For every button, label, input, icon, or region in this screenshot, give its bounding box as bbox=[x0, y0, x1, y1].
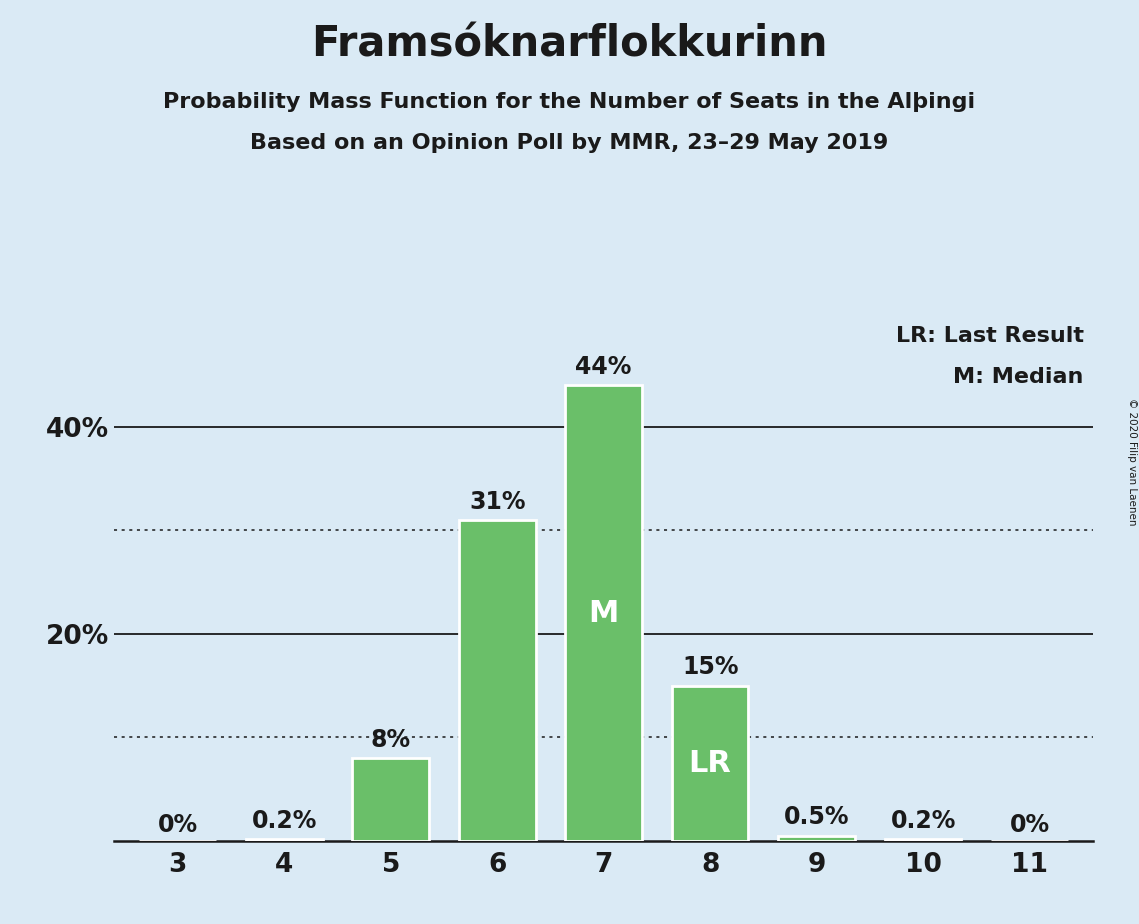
Text: 44%: 44% bbox=[575, 356, 632, 379]
Text: 31%: 31% bbox=[469, 490, 525, 514]
Text: LR: LR bbox=[689, 748, 731, 778]
Text: 8%: 8% bbox=[370, 728, 411, 752]
Bar bbox=[459, 520, 535, 841]
Bar bbox=[565, 385, 642, 841]
Text: 15%: 15% bbox=[682, 655, 738, 679]
Bar bbox=[885, 839, 961, 841]
Text: LR: Last Result: LR: Last Result bbox=[895, 326, 1083, 346]
Text: © 2020 Filip van Laenen: © 2020 Filip van Laenen bbox=[1126, 398, 1137, 526]
Bar bbox=[672, 686, 748, 841]
Text: 0.2%: 0.2% bbox=[891, 808, 956, 833]
Text: 0.2%: 0.2% bbox=[252, 808, 317, 833]
Text: 0%: 0% bbox=[157, 813, 198, 837]
Text: Framsóknarflokkurinn: Framsóknarflokkurinn bbox=[311, 23, 828, 65]
Text: Probability Mass Function for the Number of Seats in the Alþingi: Probability Mass Function for the Number… bbox=[163, 92, 976, 113]
Bar bbox=[246, 839, 322, 841]
Text: 0%: 0% bbox=[1009, 813, 1050, 837]
Text: M: Median: M: Median bbox=[953, 368, 1083, 387]
Text: 0.5%: 0.5% bbox=[784, 806, 850, 830]
Bar bbox=[778, 835, 855, 841]
Bar bbox=[352, 758, 429, 841]
Text: Based on an Opinion Poll by MMR, 23–29 May 2019: Based on an Opinion Poll by MMR, 23–29 M… bbox=[251, 133, 888, 153]
Text: M: M bbox=[589, 599, 618, 627]
